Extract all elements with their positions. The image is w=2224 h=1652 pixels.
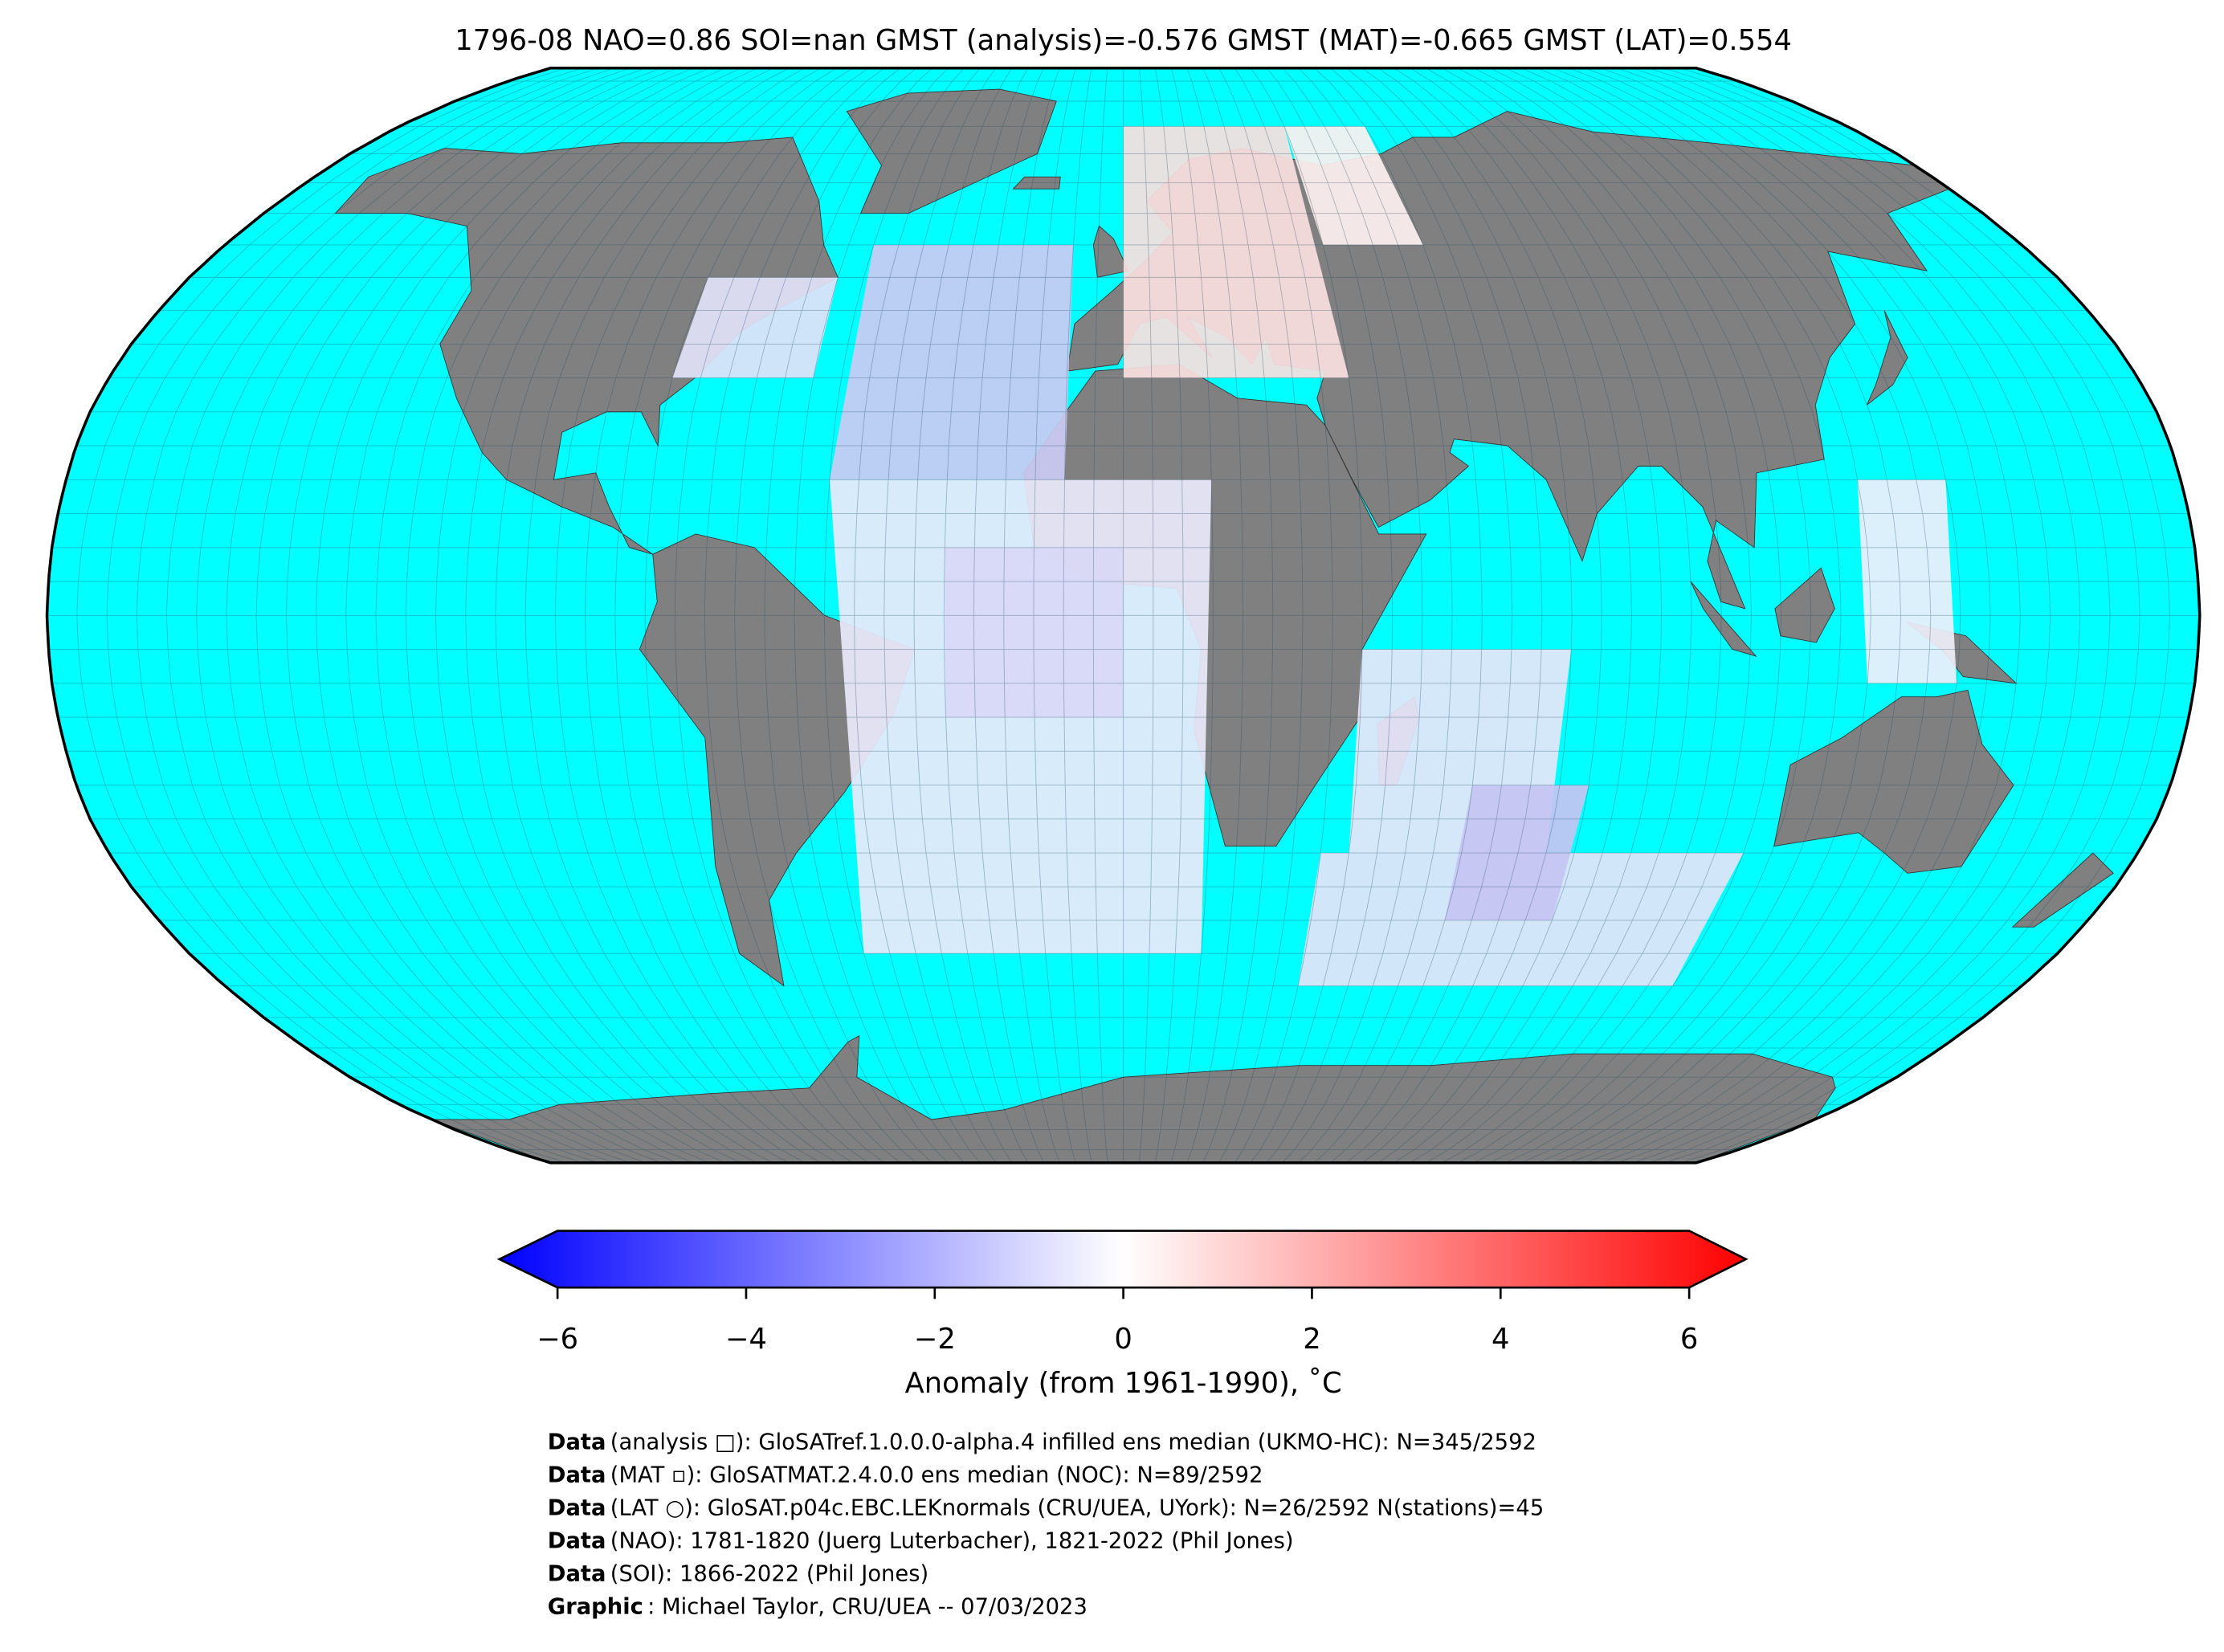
colorbar-tick-label: −6 [537,1323,578,1356]
credit-label: Data [548,1495,606,1520]
colorbar-tick-label: −2 [914,1323,956,1356]
credit-label: Data [548,1462,606,1487]
anomaly-region [1857,479,1957,683]
colorbar-tick-label: 2 [1303,1323,1320,1356]
credit-line: Data (LAT ○): GloSAT.p04c.EBC.LEKnormals … [548,1495,1544,1520]
colorbar-tick-label: 6 [1680,1323,1698,1356]
land [1690,581,1757,657]
credit-text: (SOI): 1866-2022 (Phil Jones) [610,1561,928,1586]
anomaly-region [1123,126,1349,378]
credit-text: (LAT ○): GloSAT.p04c.EBC.LEKnormals (CRU… [610,1495,1544,1520]
credit-text: (NAO): 1781-1820 (Juerg Luterbacher), 18… [610,1528,1294,1553]
credit-line: Data (MAT ▫): GloSATMAT.2.4.0.0 ens media… [548,1462,1263,1487]
map-title: 1796-08 NAO=0.86 SOI=nan GMST (analysis)… [455,24,1792,57]
land [334,137,839,555]
credit-text: : Michael Taylor, CRU/UEA -- 07/03/2023 [647,1594,1088,1619]
map-border [45,66,2202,1165]
anomaly-region [1284,126,1423,245]
colorbar: −6 −4 −2 0 2 4 6 [496,1230,1749,1356]
credit-label: Graphic [548,1594,643,1619]
anomaly-region [672,277,839,378]
colorbar-tick-label: 0 [1114,1323,1132,1356]
land [2011,852,2114,928]
credit-label: Data [548,1528,606,1553]
land [1774,567,1835,643]
colorbar-body [496,1230,1749,1289]
credit-text: (MAT ▫): GloSATMAT.2.4.0.0 ens median (N… [610,1462,1263,1487]
credit-line: Data (analysis □): GloSATref.1.0.0.0-alph… [548,1430,1536,1455]
colorbar-tick-label: −4 [725,1323,767,1356]
anomaly-region [1444,785,1589,920]
anomaly-region [829,244,1074,480]
credit-line: Data (NAO): 1781-1820 (Juerg Luterbacher)… [548,1528,1294,1553]
land [1773,689,2014,874]
land [1866,310,1908,406]
colorbar-label: Anomaly (from 1961-1990), ˚C [905,1367,1342,1400]
map-content [47,67,2200,1163]
land [1092,225,1129,278]
credit-text: (analysis □): GloSATref.1.0.0.0-alpha.4 … [610,1430,1536,1455]
land [846,88,1057,214]
anomaly-region [945,547,1124,718]
credit-line: Graphic: Michael Taylor, CRU/UEA -- 07/0… [548,1594,1088,1619]
land [432,1035,1836,1163]
credit-line: Data (SOI): 1866-2022 (Phil Jones) [548,1561,928,1586]
graticule [47,67,2200,1163]
map [45,66,2202,1165]
credit-label: Data [548,1561,606,1586]
land [1012,176,1061,190]
credit-label: Data [548,1430,606,1455]
colorbar-tick-label: 4 [1492,1323,1509,1356]
credits: Data (analysis □): GloSATref.1.0.0.0-alph… [548,1430,1544,1620]
